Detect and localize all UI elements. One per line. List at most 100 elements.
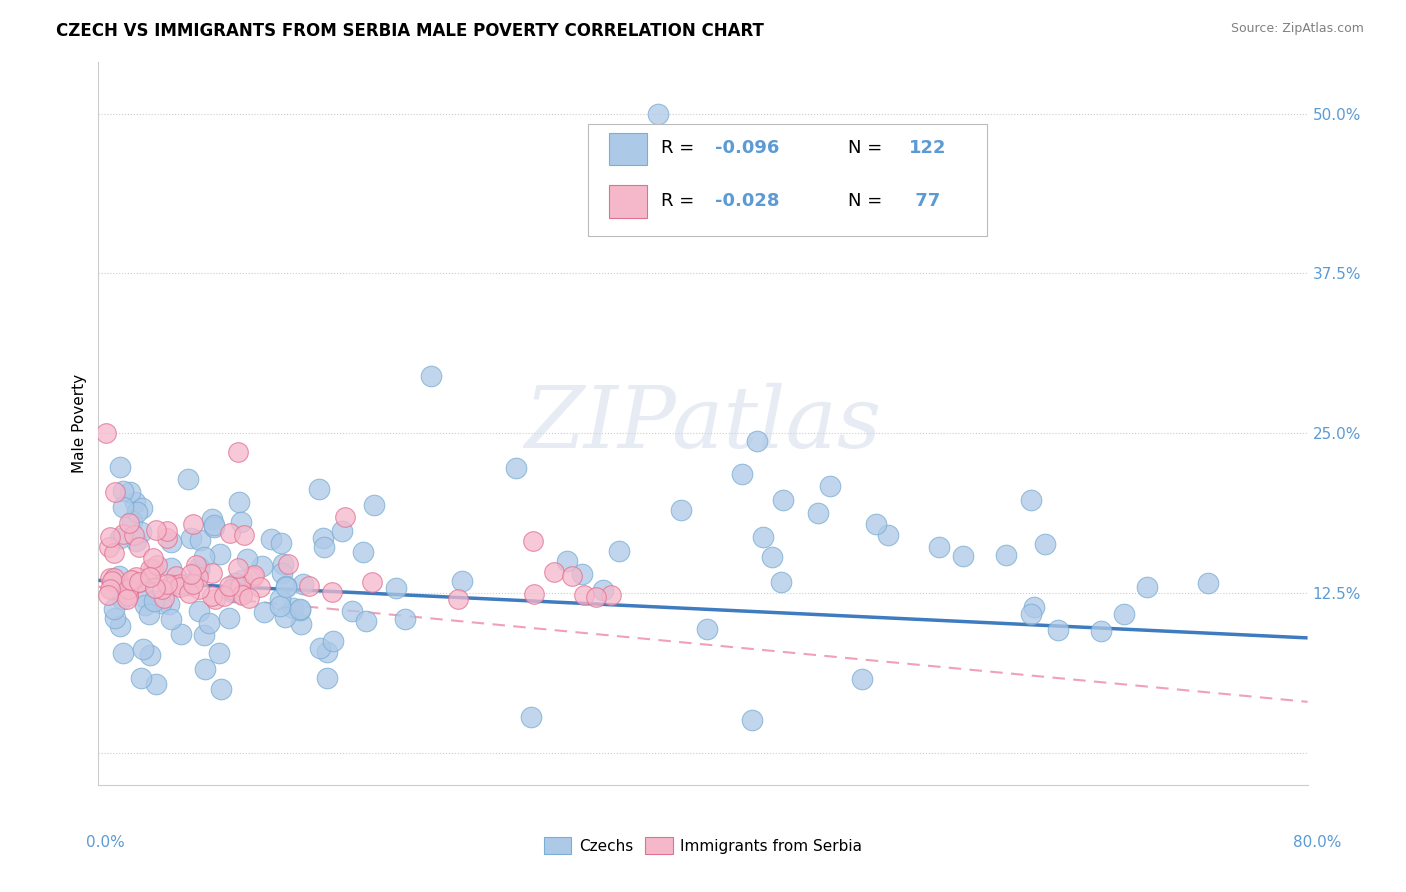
Point — [98, 582, 121, 596]
Point — [238, 591, 260, 605]
Point — [561, 569, 583, 583]
Point — [447, 592, 470, 607]
Point — [585, 591, 607, 605]
Point — [157, 597, 180, 611]
Point — [165, 568, 187, 582]
Point — [276, 580, 298, 594]
Point — [253, 605, 276, 619]
FancyBboxPatch shape — [588, 124, 987, 235]
Point — [117, 588, 139, 602]
Point — [269, 592, 291, 607]
Point — [142, 562, 165, 576]
Point — [745, 434, 768, 449]
Point — [122, 527, 145, 541]
Point — [103, 611, 125, 625]
Point — [226, 561, 249, 575]
Point — [356, 614, 378, 628]
Point — [226, 445, 249, 459]
Point — [219, 582, 242, 596]
Point — [103, 602, 125, 616]
Point — [188, 582, 211, 596]
Point — [108, 569, 131, 583]
Y-axis label: Male Poverty: Male Poverty — [72, 374, 87, 474]
Point — [169, 580, 191, 594]
Point — [163, 578, 186, 592]
Point — [103, 571, 125, 585]
Point — [170, 627, 193, 641]
Point — [761, 550, 783, 565]
Point — [187, 560, 209, 574]
Text: R =: R = — [661, 192, 700, 211]
Point — [281, 600, 304, 615]
Point — [129, 525, 152, 540]
Point — [124, 495, 146, 509]
Point — [243, 568, 266, 582]
Text: Source: ZipAtlas.com: Source: ZipAtlas.com — [1230, 22, 1364, 36]
Point — [139, 570, 162, 584]
Point — [110, 531, 132, 545]
Point — [288, 602, 311, 616]
Point — [98, 540, 121, 554]
Point — [128, 574, 150, 589]
Point — [146, 558, 169, 573]
Point — [520, 710, 543, 724]
Point — [361, 574, 384, 589]
Point — [145, 677, 167, 691]
Point — [607, 544, 630, 558]
Point — [181, 577, 204, 591]
Point — [186, 558, 208, 573]
Point — [160, 561, 183, 575]
Point — [772, 492, 794, 507]
Point — [101, 574, 124, 588]
Point — [208, 646, 231, 660]
Point — [111, 646, 134, 660]
Point — [97, 588, 120, 602]
Text: N =: N = — [848, 192, 889, 211]
Point — [115, 592, 138, 607]
Point — [143, 593, 166, 607]
Point — [274, 579, 297, 593]
Point — [112, 483, 135, 498]
Point — [224, 576, 246, 591]
Point — [156, 524, 179, 538]
Point — [159, 611, 181, 625]
Point — [117, 582, 139, 596]
Text: 122: 122 — [908, 138, 946, 157]
Point — [394, 612, 416, 626]
Point — [1021, 492, 1043, 507]
Point — [290, 617, 312, 632]
Point — [156, 532, 179, 546]
Point — [385, 581, 408, 595]
Point — [125, 569, 148, 583]
Point — [204, 592, 226, 607]
Point — [274, 610, 297, 624]
Point — [1035, 537, 1057, 551]
Bar — [609, 133, 647, 165]
Point — [233, 528, 256, 542]
Point — [187, 570, 209, 584]
Point — [177, 586, 200, 600]
Point — [308, 640, 330, 655]
Text: 77: 77 — [908, 192, 939, 211]
Point — [543, 565, 565, 579]
Point — [769, 575, 792, 590]
Point — [1046, 624, 1069, 638]
Point — [111, 500, 134, 515]
Point — [363, 499, 385, 513]
Point — [152, 591, 174, 606]
Point — [201, 566, 224, 581]
Text: ZIPatlas: ZIPatlas — [524, 383, 882, 465]
Point — [315, 671, 337, 685]
Point — [218, 579, 240, 593]
Point — [572, 589, 595, 603]
Point — [298, 579, 321, 593]
Point — [231, 587, 253, 601]
Point — [600, 588, 623, 602]
Point — [131, 500, 153, 515]
Point — [865, 516, 887, 531]
Point — [269, 599, 291, 613]
Point — [877, 528, 900, 542]
Point — [98, 529, 121, 543]
Point — [1197, 576, 1219, 591]
Point — [103, 546, 125, 560]
